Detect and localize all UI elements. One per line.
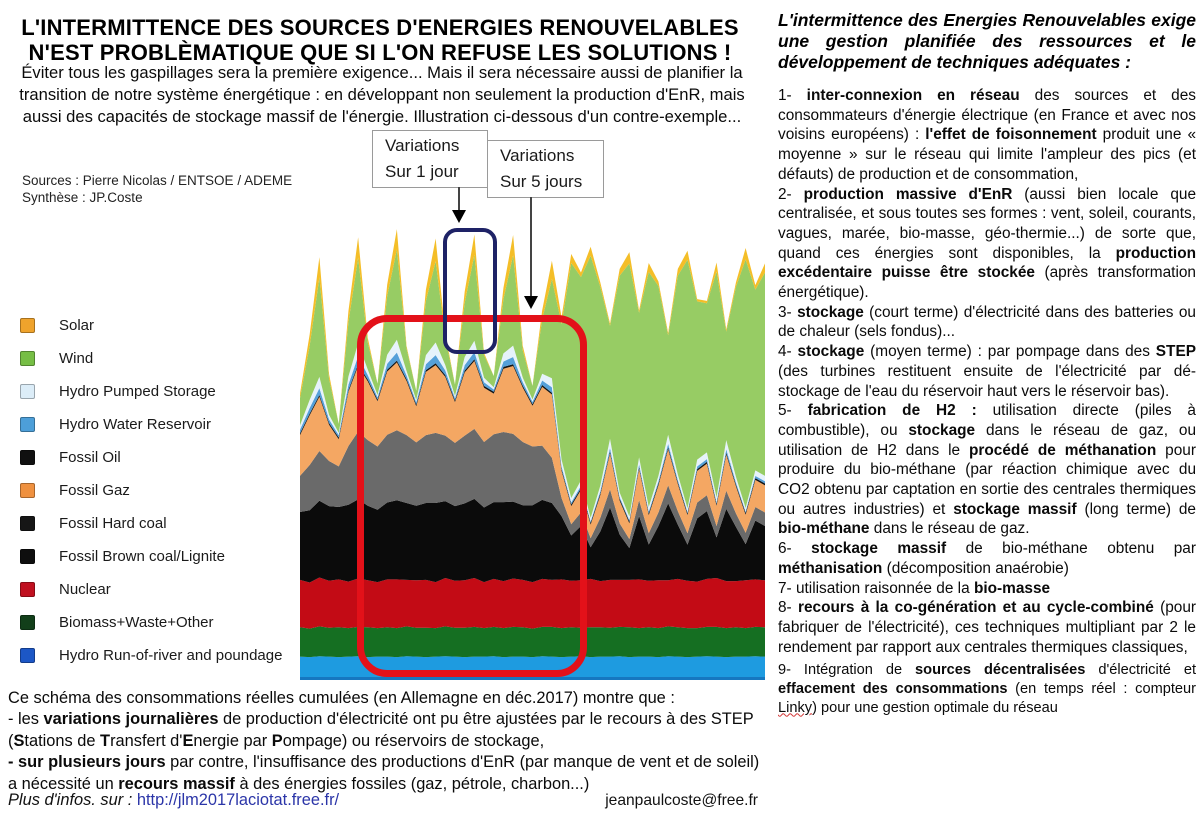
callout-arrow-2-head-icon [524, 296, 538, 309]
series-brown-coal [300, 498, 765, 583]
sources-line: Sources : Pierre Nicolas / ENTSOE / ADEM… [22, 173, 293, 188]
legend-swatch-icon [20, 317, 35, 333]
legend-item: Fossil Oil [20, 448, 282, 466]
five-day-highlight-box [357, 315, 587, 677]
solution-item-8: 8- recours à la co-génération et au cycl… [778, 599, 1196, 656]
legend-item: Hydro Water Reservoir [20, 415, 282, 433]
legend-label: Hydro Pumped Storage [59, 382, 216, 400]
page-title-line2: N'EST PROBLÈMATIQUE QUE SI L'ON REFUSE L… [28, 40, 732, 65]
legend-label: Hydro Run-of-river and poundage [59, 646, 283, 664]
callout-2-line1: Variations [500, 146, 575, 165]
legend-item: Hydro Pumped Storage [20, 382, 282, 400]
callout-arrow-2-line [530, 197, 532, 297]
legend-label: Fossil Hard coal [59, 514, 167, 532]
solution-item-6: 6- stockage massif de bio-méthane obtenu… [778, 540, 1196, 577]
legend-swatch-icon [20, 350, 35, 366]
sources-note: Sources : Pierre Nicolas / ENTSOE / ADEM… [22, 172, 292, 206]
callout-2-line2: Sur 5 jours [500, 172, 583, 191]
legend-swatch-icon [20, 416, 35, 432]
legend-label: Wind [59, 349, 94, 367]
callout-variations-1-jour: Variations Sur 1 jour [372, 130, 488, 188]
legend-label: Nuclear [59, 580, 111, 598]
legend-item: Biomass+Waste+Other [20, 613, 282, 631]
right-heading: L'intermittence des Energies Renouvelabl… [778, 10, 1196, 72]
more-info-link[interactable]: Plus d'infos. sur : http://jlm2017laciot… [8, 791, 340, 809]
solution-item-5: 5- fabrication de H2 : utilisation direc… [778, 402, 1196, 538]
one-day-highlight-box [443, 228, 497, 354]
synthesis-line: Synthèse : JP.Coste [22, 190, 143, 205]
solution-item-2: 2- production massive d'EnR (aussi bien … [778, 185, 1196, 302]
legend-swatch-icon [20, 515, 35, 531]
callout-arrow-1-line [458, 187, 460, 211]
legend-swatch-icon [20, 581, 35, 597]
legend-item: Fossil Brown coal/Lignite [20, 547, 282, 565]
series-biomass [300, 626, 765, 658]
callout-1-line2: Sur 1 jour [385, 162, 459, 181]
left-column: L'INTERMITTENCE DES SOURCES D'ENERGIES R… [0, 15, 765, 810]
solution-item-3: 3- stockage (court terme) d'électricité … [778, 303, 1196, 341]
legend-swatch-icon [20, 383, 35, 399]
stacked-area-svg [300, 229, 765, 677]
legend-label: Fossil Oil [59, 448, 121, 466]
page-title-line1: L'INTERMITTENCE DES SOURCES D'ENERGIES R… [21, 15, 739, 40]
callout-arrow-1-head-icon [452, 210, 466, 223]
right-column: L'intermittence des Energies Renouvelabl… [778, 10, 1196, 717]
solution-item-7: 7- utilisation raisonnée de la bio-masse [778, 579, 1051, 597]
legend-item: Fossil Gaz [20, 481, 282, 499]
legend-label: Solar [59, 316, 95, 334]
legend-item: Solar [20, 316, 282, 334]
legend-label: Fossil Brown coal/Lignite [59, 547, 225, 565]
legend-swatch-icon [20, 647, 35, 663]
legend-swatch-icon [20, 482, 35, 498]
email-text: jeanpaulcoste@free.fr [605, 792, 758, 809]
legend-item: Nuclear [20, 580, 282, 598]
legend-swatch-icon [20, 548, 35, 564]
solution-item-9: 9- Intégration de sources décentralisées… [778, 662, 1197, 716]
callout-1-line1: Variations [385, 136, 460, 155]
legend-label: Fossil Gaz [59, 481, 130, 499]
callout-variations-5-jours: Variations Sur 5 jours [487, 140, 604, 198]
page-title: L'INTERMITTENCE DES SOURCES D'ENERGIES R… [0, 15, 760, 65]
legend-item: Hydro Run-of-river and poundage [20, 646, 283, 664]
series-hard-coal [300, 428, 765, 549]
legend-label: Hydro Water Reservoir [59, 415, 211, 433]
legend-label: Biomass+Waste+Other [59, 613, 214, 631]
series-nuclear [300, 577, 765, 629]
solution-item-4: 4- stockage (moyen terme) : par pompage … [778, 343, 1196, 400]
legend-swatch-icon [20, 614, 35, 630]
legend-item: Fossil Hard coal [20, 514, 282, 532]
series-wind [300, 249, 765, 518]
legend-swatch-icon [20, 449, 35, 465]
solution-item-1: 1- inter-connexion en réseau des sources… [778, 87, 1197, 183]
chart-caption: Ce schéma des consommations réelles cumu… [8, 689, 760, 793]
legend-item: Wind [20, 349, 282, 367]
footer-row: Plus d'infos. sur : http://jlm2017laciot… [8, 791, 758, 810]
stacked-area-chart [300, 225, 765, 680]
chart-legend: Solar Wind Hydro Pumped Storage Hydro Water… [20, 316, 283, 681]
subtitle: Éviter tous les gaspillages sera la prem… [19, 63, 745, 126]
